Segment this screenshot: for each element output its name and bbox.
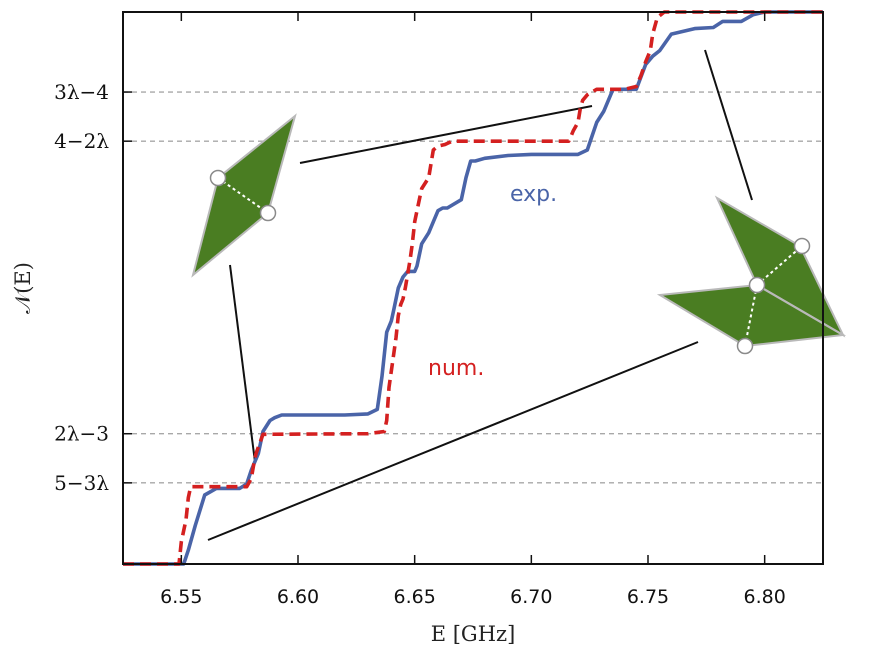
x-tick-label: 6.55	[160, 586, 202, 608]
right-inset-pointer	[207, 341, 699, 541]
left-inset-pointer	[229, 264, 256, 463]
left-inset-node	[259, 204, 277, 222]
plot-frame	[122, 11, 824, 565]
series-label-num: num.	[428, 356, 484, 381]
right-inset-fold	[756, 284, 844, 336]
reference-label: 5−3λ	[54, 471, 109, 495]
reference-labels: 3λ−4 4−2λ 2λ−3 5−3λ	[54, 80, 132, 495]
y-axis-label: 𝒩(E)	[11, 262, 35, 314]
reference-label: 3λ−4	[54, 80, 109, 104]
right-inset-node	[793, 237, 811, 255]
series-line-exp	[123, 10, 823, 566]
x-axis-label: E [GHz]	[431, 622, 516, 646]
series-label-exp: exp.	[510, 182, 557, 207]
right-inset-pointer	[704, 49, 753, 201]
right-inset-link	[744, 284, 758, 347]
left-inset-pointer	[299, 105, 593, 164]
left-inset-node	[209, 169, 227, 187]
x-tick-label: 6.60	[277, 586, 319, 608]
x-tick-label: 6.80	[744, 586, 786, 608]
reference-label: 2λ−3	[54, 422, 109, 446]
left-inset-link	[217, 177, 269, 214]
right-inset-link	[756, 245, 803, 286]
series-layer	[123, 10, 823, 566]
x-axis-ticks: 6.55 6.60 6.65 6.70 6.75 6.80	[160, 12, 786, 608]
right-inset-node	[748, 276, 766, 294]
series-line-num	[123, 10, 823, 566]
x-tick-label: 6.75	[627, 586, 669, 608]
plot-background	[123, 12, 823, 564]
x-tick-label: 6.70	[510, 586, 552, 608]
polygon-insets	[191, 49, 847, 541]
right-inset-node	[736, 337, 754, 355]
reference-label: 4−2λ	[54, 129, 109, 153]
x-tick-label: 6.65	[394, 586, 436, 608]
